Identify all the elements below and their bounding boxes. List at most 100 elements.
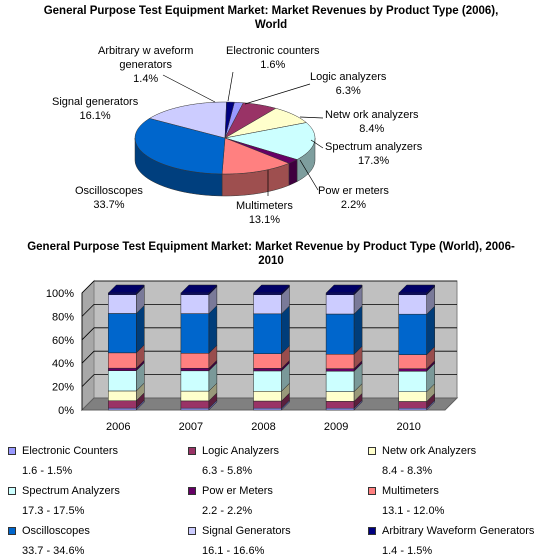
pie-leader-line <box>299 116 324 119</box>
bar-segment-spectrum-analyzers-2007 <box>180 370 210 392</box>
bar-segment-spectrum-analyzers-2006 <box>108 370 137 392</box>
gridline-side <box>81 350 95 364</box>
pie-label-spectrum-analyzers: Spectrum analyzers 17.3% <box>325 140 422 168</box>
bar-segment-signal-generators-2007 <box>180 294 210 314</box>
bar-segment-network-analyzers-2009 <box>325 391 355 402</box>
legend-series-range: 17.3 - 17.5% <box>22 505 85 517</box>
pie-label-value: 17.3% <box>358 155 390 167</box>
legend-swatch <box>368 487 376 495</box>
bar-segment-power-meters-2010 <box>398 368 427 372</box>
x-tick-label: 2010 <box>396 421 420 433</box>
bar-segment-arbitrary-waveform-generators-2008 <box>253 292 282 295</box>
legend-series-range: 1.4 - 1.5% <box>382 545 433 557</box>
pie-label-logic-analyzers: Logic analyzers 6.3% <box>310 70 386 98</box>
legend-series-name: Oscilloscopes <box>22 525 90 537</box>
bar-segment-multimeters-2008 <box>253 353 282 369</box>
bar-segment-electronic-counters-2007 <box>180 407 210 411</box>
legend-series-name: Netw ork Analyzers <box>382 445 477 457</box>
bar-segment-oscilloscopes-2006 <box>108 313 137 354</box>
bar-segment-electronic-counters-2010 <box>398 407 427 411</box>
legend-series-name: Arbitrary Waveform Generators <box>382 525 535 537</box>
pie-label-value: 1.6% <box>260 59 286 71</box>
gridline-side <box>81 374 95 387</box>
legend-swatch <box>8 527 16 535</box>
pie-label-value: 6.3% <box>335 85 361 97</box>
pie-slice-logic-analyzers <box>224 102 277 139</box>
pie-label-value: 16.1% <box>79 110 111 122</box>
bar-segment-electronic-counters-2008 <box>253 407 282 411</box>
legend-swatch <box>188 447 196 455</box>
bar-segment-multimeters-2007 <box>180 353 210 369</box>
pie-side-power-meters <box>288 159 298 186</box>
chart-side-wall <box>81 279 95 412</box>
pie-leader-line <box>227 71 234 102</box>
pie-label-value: 13.1% <box>248 214 281 226</box>
pie-chart-title: General Purpose Test Equipment Market: M… <box>0 4 542 32</box>
pie-leader-line <box>162 74 216 103</box>
y-tick-label: 100% <box>46 288 74 300</box>
pie-label-text: Logic analyzers <box>310 71 387 83</box>
pie-label-value: 33.7% <box>93 199 125 211</box>
x-tick-label: 2007 <box>179 421 203 433</box>
bar-segment-electronic-counters-2006 <box>108 407 137 411</box>
pie-slice-network-analyzers <box>224 108 307 139</box>
bar-segment-logic-analyzers-2006 <box>108 400 137 409</box>
legend-series-range: 16.1 - 16.6% <box>202 545 265 557</box>
bar-segment-oscilloscopes-2010 <box>398 313 427 355</box>
y-tick-label: 60% <box>52 335 74 347</box>
pie-label-text: Signal generators <box>52 96 139 108</box>
bar-top-2010 <box>398 284 436 294</box>
pie-label-signal-generators: Signal generators 16.1% <box>52 95 138 123</box>
bar-segment-signal-generators-2010 <box>398 294 427 315</box>
bar-segment-spectrum-analyzers-2009 <box>325 370 355 392</box>
pie-label-text: Netw ork analyzers <box>325 109 419 121</box>
legend-series-name: Electronic Counters <box>22 445 118 457</box>
bar-top-2006 <box>107 284 145 294</box>
bar-segment-network-analyzers-2010 <box>398 391 427 402</box>
bar-segment-oscilloscopes-2007 <box>180 313 210 354</box>
x-tick-label: 2006 <box>106 421 130 433</box>
bar-segment-network-analyzers-2006 <box>108 390 137 402</box>
pie-label-text: Pow er meters <box>318 185 389 197</box>
bar-segment-power-meters-2007 <box>180 367 210 372</box>
pie-label-oscilloscopes: Oscilloscopes 33.7% <box>75 184 143 212</box>
bar-side-oscilloscopes-2008 <box>281 305 290 355</box>
bar-title-line-1: General Purpose Test Equipment Market: M… <box>27 241 515 253</box>
bar-segment-signal-generators-2006 <box>108 294 137 314</box>
legend-series-range: 6.3 - 5.8% <box>202 465 253 477</box>
bar-segment-multimeters-2006 <box>108 352 137 369</box>
x-tick-label: 2009 <box>324 421 348 433</box>
pie-label-text: Arbitrary w aveform <box>98 45 194 57</box>
y-tick-label: 80% <box>52 311 74 323</box>
pie-label-text: Multimeters <box>236 200 293 212</box>
legend-series-name: Pow er Meters <box>202 485 273 497</box>
gridline-side <box>81 327 95 341</box>
bar-segment-signal-generators-2008 <box>253 294 282 315</box>
pie-label-value: 2.2% <box>340 199 366 211</box>
bar-side-oscilloscopes-2009 <box>353 305 363 355</box>
pie-leader-line <box>244 83 311 105</box>
bar-top-2008 <box>252 284 291 294</box>
pie-slice-spectrum-analyzers <box>224 122 316 160</box>
bar-segment-power-meters-2008 <box>253 368 282 372</box>
legend-swatch <box>368 447 376 455</box>
pie-label-value: 1.4% <box>133 73 159 85</box>
legend-series-range: 2.2 - 2.2% <box>202 505 253 517</box>
pie-chart <box>134 71 324 197</box>
pie-title-line-1: General Purpose Test Equipment Market: M… <box>43 5 499 17</box>
legend-series-range: 8.4 - 8.3% <box>382 465 433 477</box>
bar-segment-logic-analyzers-2009 <box>325 401 355 409</box>
gridline-side <box>81 280 95 294</box>
y-tick-label: 0% <box>58 405 74 417</box>
legend-series-name: Signal Generators <box>202 525 291 537</box>
pie-label-network-analyzers: Netw ork analyzers 8.4% <box>325 108 419 136</box>
bar-segment-arbitrary-waveform-generators-2009 <box>325 292 355 295</box>
bar-segment-spectrum-analyzers-2010 <box>398 371 427 392</box>
pie-slice-signal-generators <box>148 101 227 139</box>
y-tick-label: 40% <box>52 358 74 370</box>
bar-segment-logic-analyzers-2008 <box>253 400 282 409</box>
legend-series-name: Multimeters <box>382 485 439 497</box>
bar-side-oscilloscopes-2010 <box>426 305 435 356</box>
legend-series-name: Spectrum Analyzers <box>22 485 120 497</box>
bar-segment-power-meters-2006 <box>108 367 137 371</box>
